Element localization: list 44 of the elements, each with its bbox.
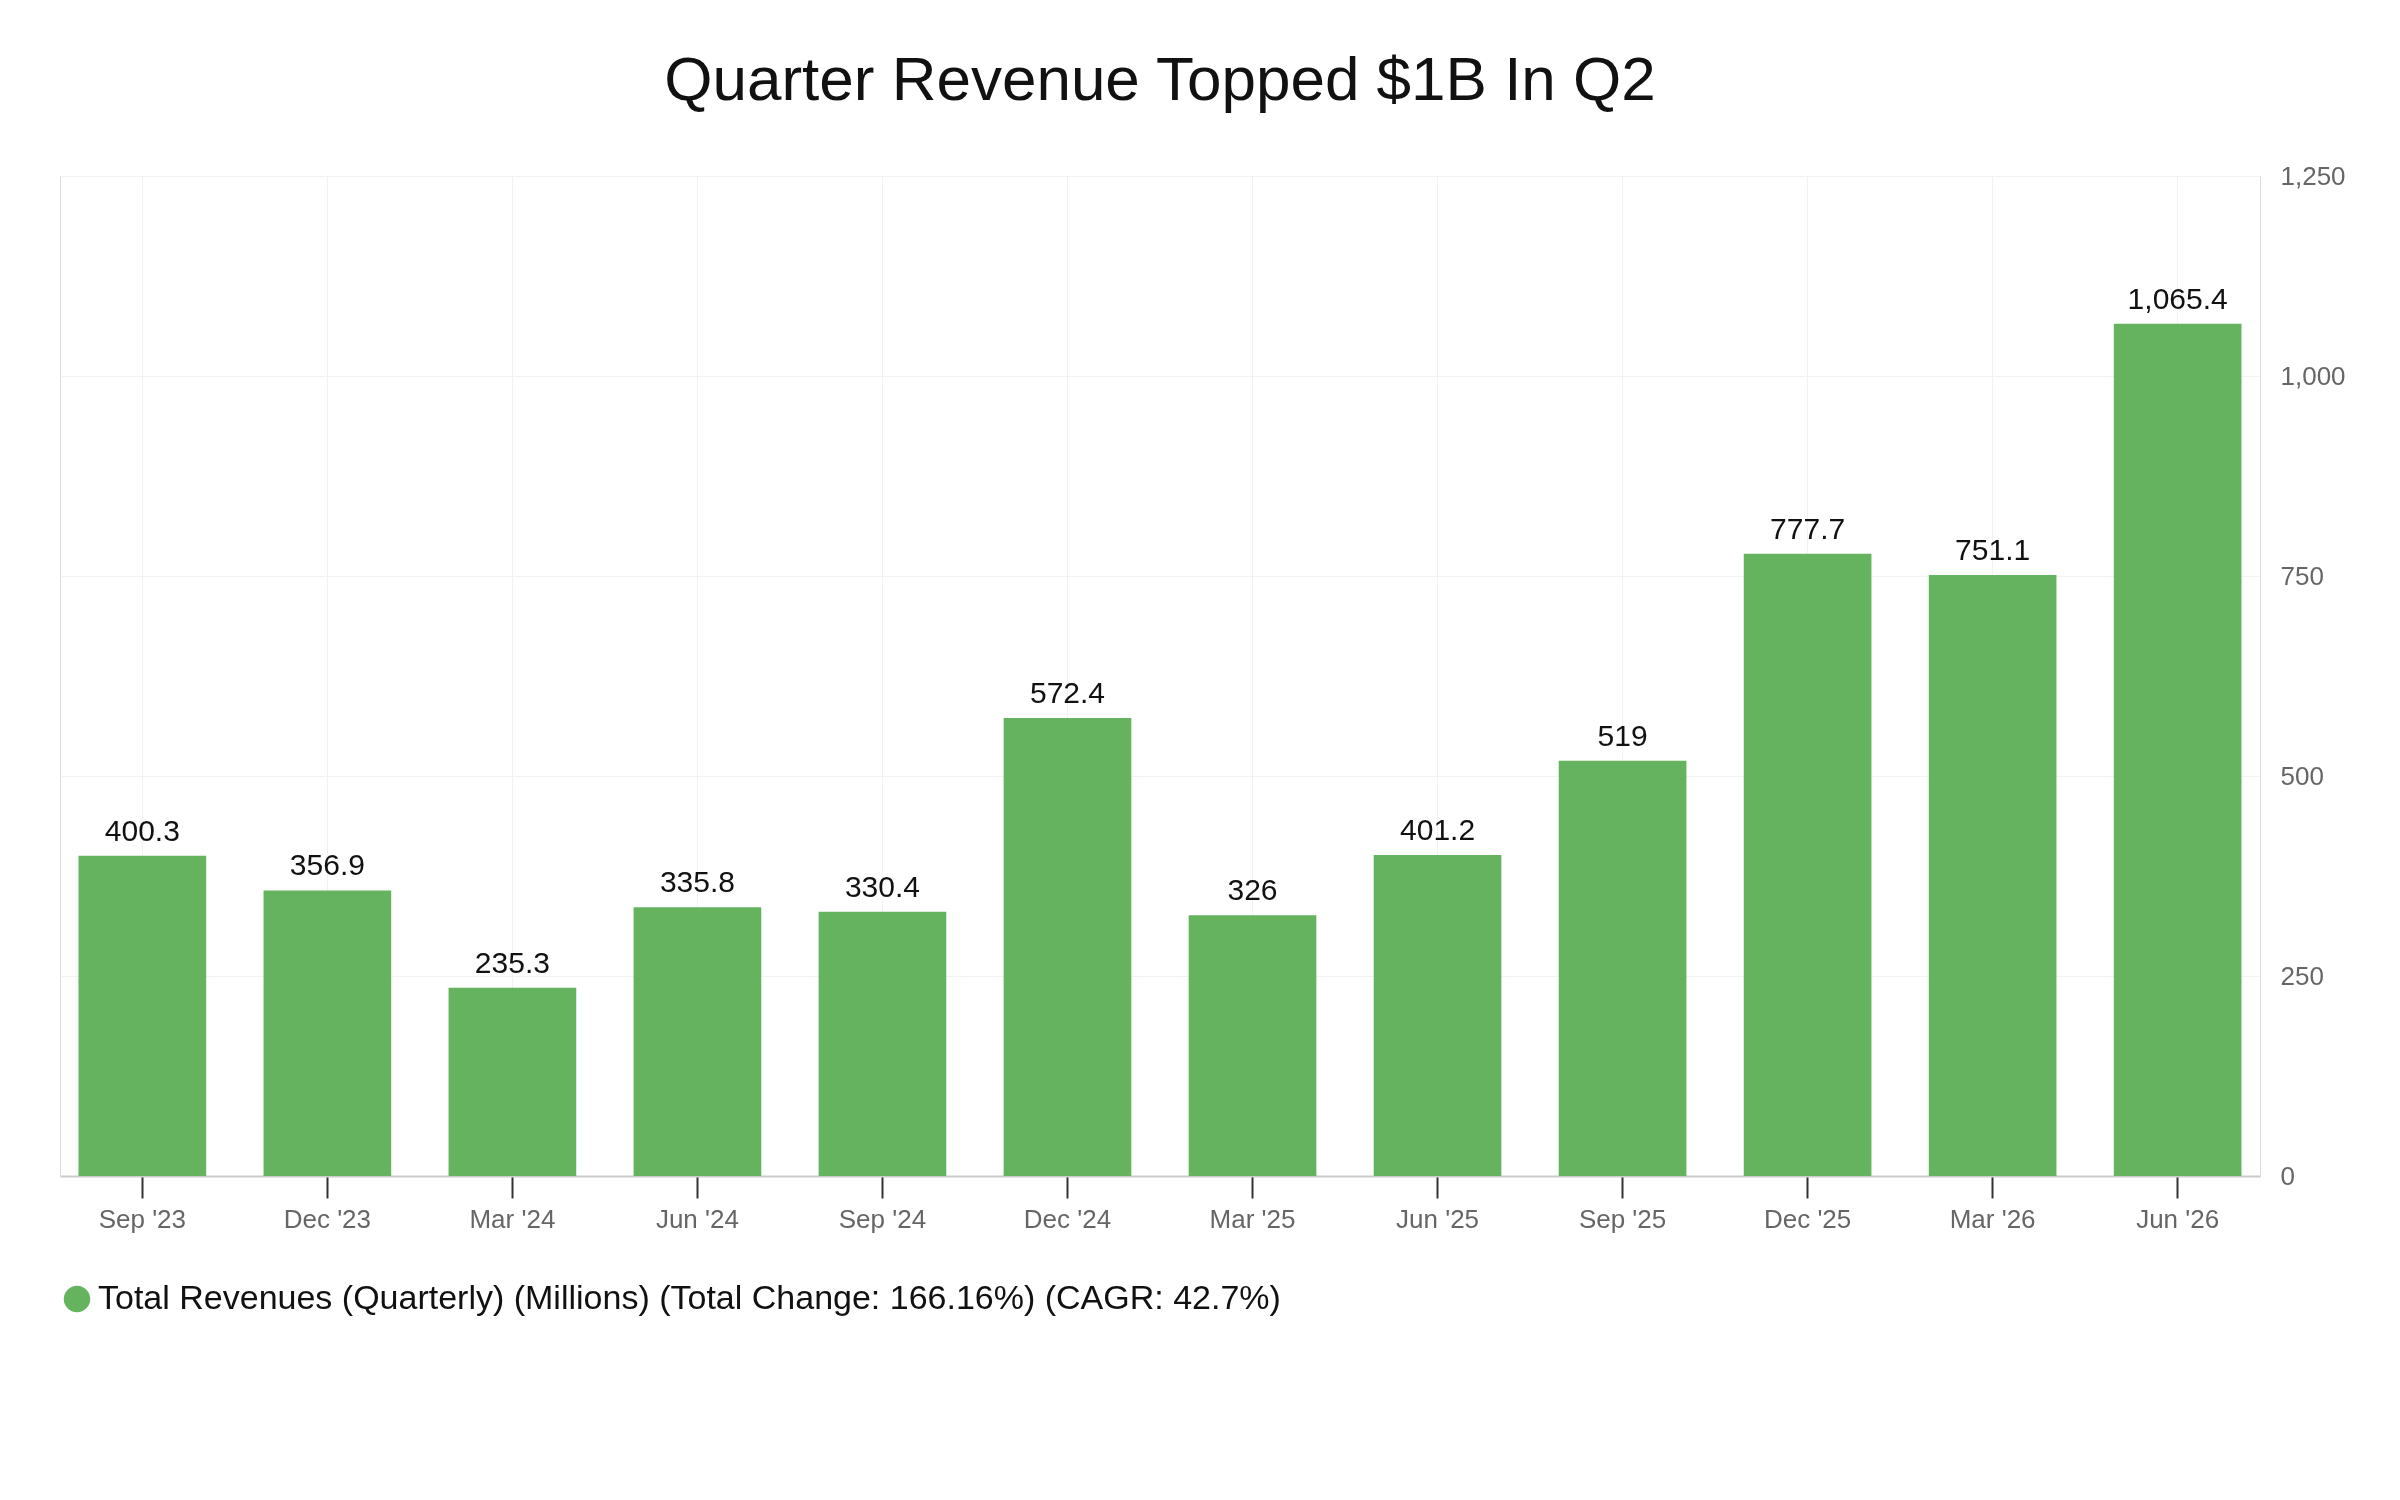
y-tick-label: 0 (2280, 1160, 2295, 1191)
x-tick-label: Sep '23 (98, 1203, 187, 1234)
legend-label: Total Revenues (Quarterly) (Millions) (Total Change: 166.16%) (CAGR: 42.7%) (98, 1278, 1281, 1316)
x-tick-label: Mar '25 (1209, 1203, 1296, 1234)
bar (1188, 915, 1317, 1176)
data-label: 401.2 (1400, 813, 1476, 847)
y-tick-label: 750 (2280, 560, 2324, 591)
data-label: 572.4 (1029, 676, 1106, 710)
data-label: 235.3 (474, 945, 550, 979)
chart-title: Quarter Revenue Topped $1B In Q2 (664, 44, 1656, 113)
x-tick-label: Dec '23 (283, 1203, 372, 1234)
data-label: 400.3 (104, 813, 180, 847)
data-label: 1,065.4 (2127, 281, 2228, 315)
bar (263, 890, 392, 1176)
data-label: 335.8 (659, 865, 735, 899)
data-label: 330.4 (844, 869, 920, 903)
bar (1558, 760, 1687, 1176)
data-label: 356.9 (289, 848, 365, 882)
bar (1003, 718, 1132, 1176)
y-tick-label: 1,250 (2280, 160, 2346, 191)
bar (1373, 855, 1502, 1176)
bar (633, 907, 762, 1176)
y-tick-label: 250 (2280, 960, 2324, 991)
x-tick-label: Sep '25 (1578, 1203, 1667, 1234)
x-tick-label: Mar '24 (469, 1203, 556, 1234)
bar (78, 855, 207, 1176)
y-tick-label: 500 (2280, 760, 2324, 791)
x-tick-label: Dec '24 (1023, 1203, 1112, 1234)
x-tick-label: Mar '26 (1949, 1203, 2036, 1234)
bar (1928, 575, 2057, 1176)
data-label: 326 (1227, 873, 1278, 907)
bar (2113, 323, 2242, 1176)
y-tick-label: 1,000 (2280, 360, 2346, 391)
bar (1743, 553, 1872, 1176)
data-label: 777.7 (1770, 511, 1846, 545)
x-tick-label: Jun '24 (655, 1203, 739, 1234)
bar (448, 987, 577, 1176)
x-tick-label: Sep '24 (838, 1203, 927, 1234)
data-label: 751.1 (1955, 533, 2031, 567)
x-tick-label: Jun '26 (2136, 1203, 2220, 1234)
data-label: 519 (1597, 718, 1648, 752)
x-tick-label: Dec '25 (1763, 1203, 1852, 1234)
bar (818, 911, 947, 1176)
x-tick-label: Jun '25 (1396, 1203, 1480, 1234)
